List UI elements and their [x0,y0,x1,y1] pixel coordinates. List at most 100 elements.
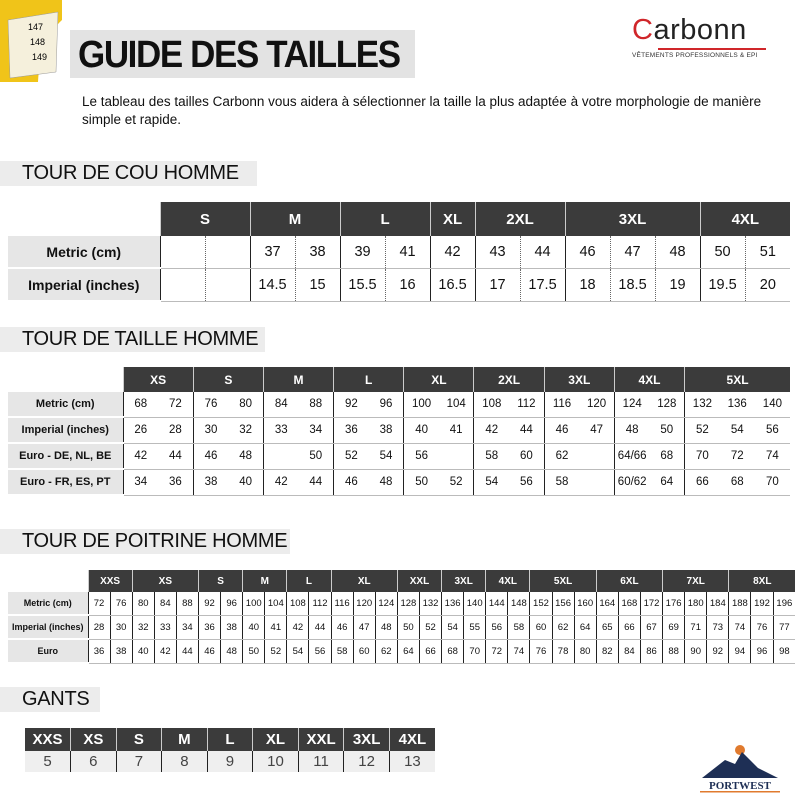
size-value: 36 [87,639,111,664]
size-value: 70 [463,639,486,664]
table-row: Euro - DE, NL, BE 42 44 46 48 50 52 54 56 58 60 62 6… [8,443,790,470]
size-value: 44 [509,417,545,444]
size-header: 7XL [662,570,729,592]
size-value: 188 [728,592,751,616]
size-value: 46 [192,443,229,470]
waist-size-table: XS S M L XL 2XL 3XL 4XL 5XL Metric (cm) 68 72 76 80 84… [8,367,790,496]
logo-underline [658,48,766,50]
size-value: 52 [333,443,369,470]
logo-brand: Carbonn [632,14,747,46]
size-value: 42 [153,639,177,664]
size-value: 132 [684,392,720,418]
size-header: XXL [396,570,442,592]
size-value: 38 [220,615,243,640]
size-header: XL [403,367,474,392]
size-value: 50 [242,639,265,664]
size-value: 144 [485,592,508,616]
size-value: 28 [87,615,111,640]
size-value: 55 [463,615,486,640]
size-value [204,268,251,302]
tape-measure-icon: 147 148 149 [0,0,62,82]
size-value: 128 [396,592,420,616]
gloves-size-table: XXS XS S M L XL XXL 3XL 4XL 5 6 7 8 9 10 11 12 13 [25,728,435,772]
glove-size-value: 12 [343,751,390,772]
row-label: Euro - DE, NL, BE [8,443,124,470]
glove-size-value: 8 [161,751,208,772]
size-value: 48 [374,615,398,640]
size-value: 46 [197,639,221,664]
size-value: 74 [728,615,751,640]
size-value: 104 [264,592,287,616]
size-value: 52 [418,615,442,640]
size-value: 58 [507,615,530,640]
table-corner [8,570,88,592]
size-header: XS [131,570,199,592]
size-value: 34 [298,417,334,444]
tape-number: 149 [32,52,47,62]
size-value: 104 [438,392,474,418]
size-value: 54 [441,615,464,640]
size-value: 50 [396,615,420,640]
glove-size-value: 9 [206,751,253,772]
size-value: 32 [228,417,264,444]
size-value: 88 [662,639,685,664]
size-header: S [192,367,264,392]
row-label: Metric (cm) [8,236,160,269]
glove-size-value: 10 [252,751,299,772]
size-header: 3XL [441,570,486,592]
size-value [262,443,299,470]
size-value: 44 [158,443,194,470]
size-value: 98 [772,639,796,664]
size-value: 152 [529,592,553,616]
size-value: 52 [438,469,474,496]
size-value [579,443,615,470]
glove-size-header: 3XL [343,728,390,751]
glove-size-header: M [161,728,208,751]
section-title-chest: TOUR DE POITRINE HOMME [0,529,290,554]
size-value: 132 [418,592,442,616]
size-value: 71 [684,615,707,640]
tape-number: 147 [28,22,43,32]
size-value: 120 [352,592,376,616]
size-value: 14.5 [249,268,296,302]
size-value: 82 [595,639,619,664]
glove-size-header: S [115,728,162,751]
size-value: 184 [706,592,729,616]
size-value: 60/62 [613,469,650,496]
size-value: 76 [750,615,774,640]
tape-number: 148 [30,37,45,47]
size-value: 72 [158,392,194,418]
size-header: S [197,570,243,592]
glove-size-value: 13 [388,751,435,772]
portwest-text: PORTWEST [709,780,772,792]
table-row: Metric (cm) 72 76 80 84 88 92 96 100 104 108 112 116… [8,592,796,616]
size-header: M [249,202,341,236]
size-value: 42 [122,443,159,470]
glove-size-header: XXL [297,728,344,751]
size-value: 16 [384,268,431,302]
size-value: 32 [131,615,155,640]
row-label: Euro - FR, ES, PT [8,469,124,496]
size-value: 52 [264,639,287,664]
glove-size-header: XL [252,728,299,751]
size-value: 48 [654,236,701,269]
size-header: L [286,570,332,592]
size-value: 192 [750,592,774,616]
glove-size-header: L [206,728,253,751]
size-value: 70 [754,469,790,496]
size-header: 5XL [684,367,790,392]
size-header: S [159,202,251,236]
size-value: 17.5 [519,268,566,302]
intro-text: Le tableau des tailles Carbonn vous aide… [82,94,762,127]
size-value: 42 [429,236,476,269]
size-value: 74 [754,443,790,470]
size-header: L [339,202,431,236]
size-value: 48 [368,469,404,496]
size-value: 124 [374,592,398,616]
size-value: 136 [441,592,464,616]
size-value: 46 [564,236,611,269]
neck-size-table: S M L XL 2XL 3XL 4XL Metric (cm) 37 38 39 41 42 43 44 4… [8,202,791,302]
size-value: 39 [339,236,386,269]
size-value: 30 [109,615,133,640]
size-value: 58 [330,639,354,664]
